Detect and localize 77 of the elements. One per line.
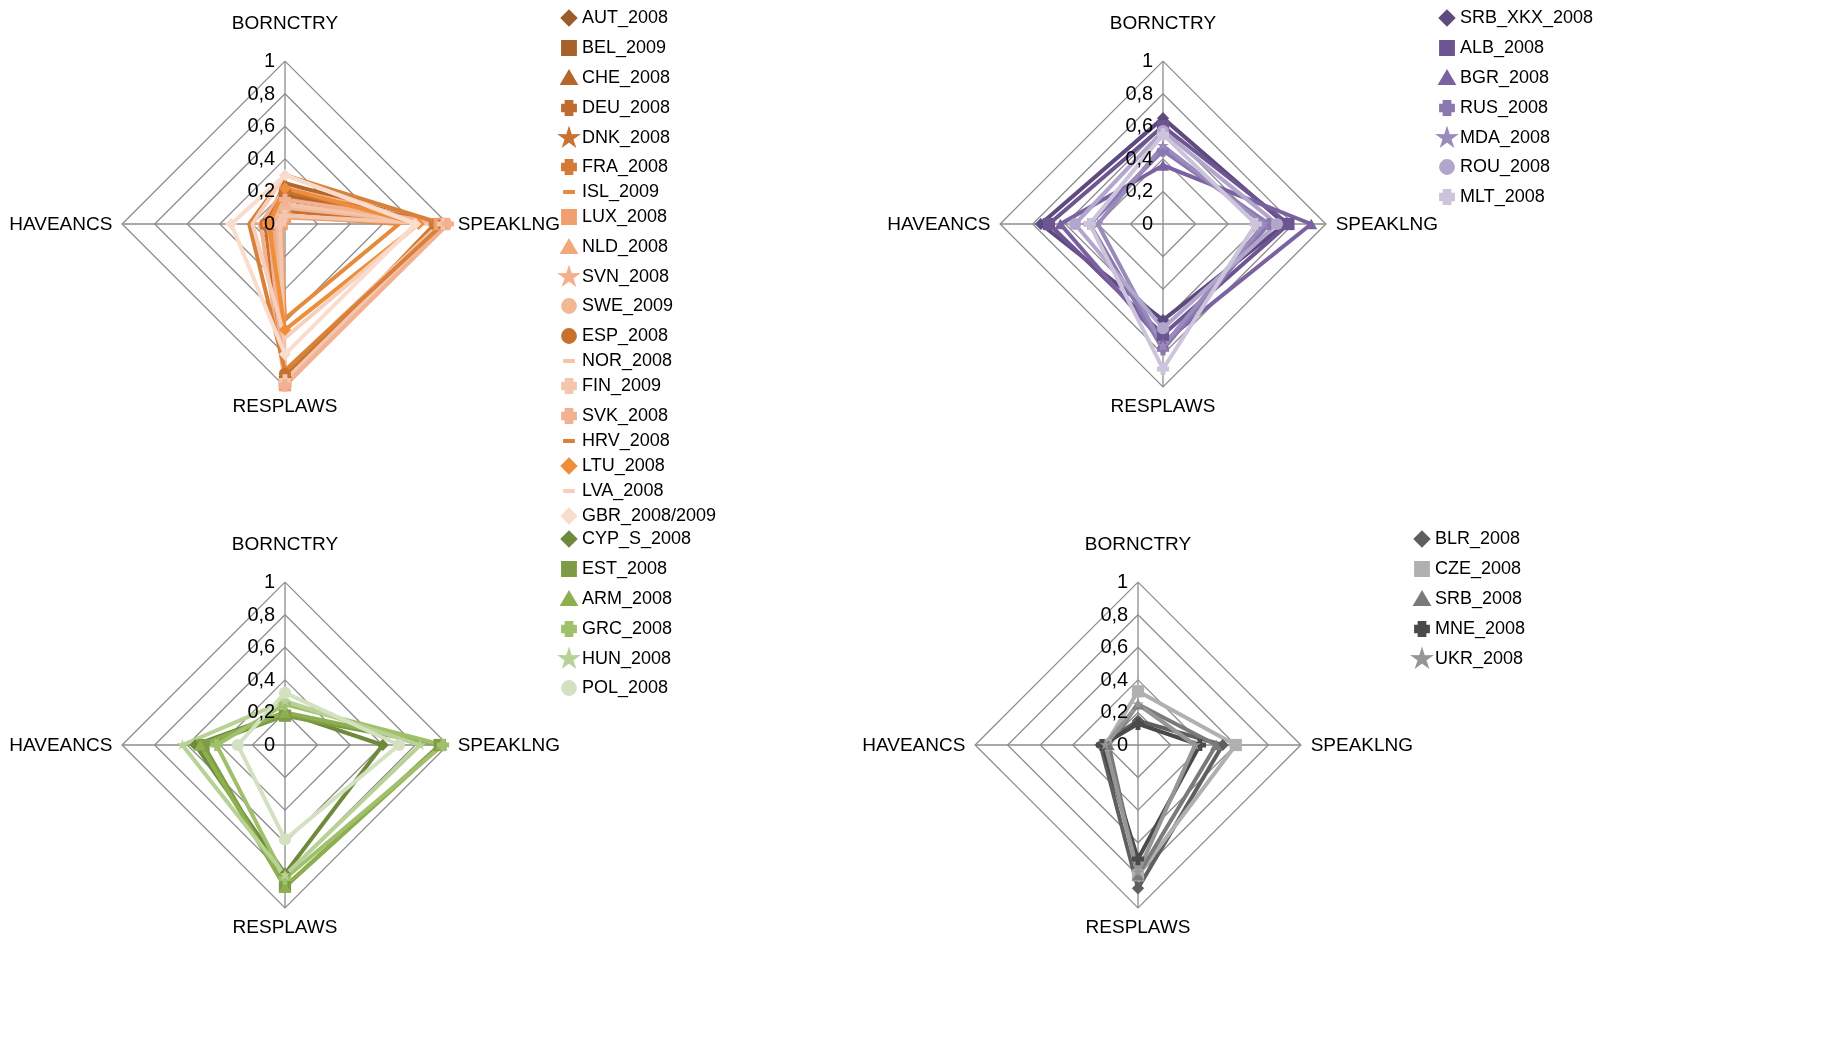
y-tick-label: 1 [264, 49, 276, 72]
legend-label: BLR_2008 [1435, 528, 1521, 549]
legend-label: CHE_2008 [582, 67, 671, 88]
y-tick-label: 0 [264, 733, 276, 755]
legend-label: ISL_2009 [582, 181, 660, 202]
legend-label: CYP_S_2008 [582, 528, 692, 549]
legend-label: RUS_2008 [1460, 97, 1549, 118]
legend-label: LUX_2008 [582, 206, 668, 227]
legend-label: NOR_2008 [582, 350, 673, 371]
y-tick-label: 0,6 [1125, 114, 1154, 137]
spoke-label: BORNCTRY [1084, 533, 1192, 555]
legend-label: MLT_2008 [1460, 186, 1545, 207]
legend-label: DNK_2008 [582, 127, 671, 148]
legend-label: BGR_2008 [1460, 67, 1550, 88]
spoke-label: RESPLAWS [232, 394, 338, 416]
spoke-label: BORNCTRY [231, 533, 339, 555]
legend-label: MDA_2008 [1460, 127, 1551, 148]
legend-label: LTU_2008 [582, 455, 665, 476]
legend-label: ESP_2008 [582, 325, 669, 346]
legend-label: ARM_2008 [582, 588, 673, 609]
y-tick-label: 0,6 [1100, 635, 1129, 658]
y-tick-label: 0,8 [247, 81, 276, 104]
legend-label: FIN_2009 [582, 375, 662, 396]
legend-label: AUT_2008 [582, 7, 669, 28]
legend-label: SWE_2009 [582, 295, 674, 316]
legend-label: HRV_2008 [582, 430, 670, 451]
legend-label: FRA_2008 [582, 156, 669, 177]
y-tick-label: 1 [1117, 570, 1129, 593]
spoke-label: HAVEANCS [862, 734, 966, 755]
legend-label: NLD_2008 [582, 236, 669, 257]
spoke-label: SPEAKLNG [1310, 734, 1414, 755]
y-tick-label: 0 [264, 212, 276, 234]
spoke-label: RESPLAWS [1085, 915, 1191, 937]
legend-label: ALB_2008 [1460, 37, 1545, 58]
legend-label: LVA_2008 [582, 480, 664, 501]
legend-label: EST_2008 [582, 558, 668, 579]
y-tick-label: 0,8 [1125, 81, 1154, 104]
y-tick-label: 0 [1142, 212, 1154, 234]
y-tick-label: 0,4 [1100, 667, 1129, 690]
y-tick-label: 0,4 [1125, 146, 1154, 169]
y-tick-label: 1 [264, 570, 276, 593]
legend-label: SRB_XKX_2008 [1460, 7, 1594, 28]
spoke-label: HAVEANCS [887, 213, 991, 234]
spoke-label: BORNCTRY [1109, 12, 1217, 34]
y-tick-label: 0 [1117, 733, 1129, 755]
legend-label: SVN_2008 [582, 266, 670, 287]
spoke-label: RESPLAWS [1110, 394, 1216, 416]
y-tick-label: 0,2 [247, 179, 276, 202]
y-tick-label: 0,4 [247, 667, 276, 690]
legend-label: GBR_2008/2009 [582, 505, 717, 526]
legend-label: CZE_2008 [1435, 558, 1522, 579]
spoke-label: SPEAKLNG [1335, 213, 1439, 234]
y-tick-label: 0,2 [1100, 700, 1129, 723]
spoke-label: BORNCTRY [231, 12, 339, 34]
y-tick-label: 1 [1142, 49, 1154, 72]
legend-label: GRC_2008 [582, 618, 673, 639]
legend-label: BEL_2009 [582, 37, 667, 58]
legend-label: SRB_2008 [1435, 588, 1523, 609]
spoke-label: SPEAKLNG [457, 213, 561, 234]
y-tick-label: 0,2 [247, 700, 276, 723]
legend-label: DEU_2008 [582, 97, 671, 118]
spoke-label: RESPLAWS [232, 915, 338, 937]
legend-label: MNE_2008 [1435, 618, 1526, 639]
y-tick-label: 0,4 [247, 146, 276, 169]
y-tick-label: 0,8 [1100, 602, 1129, 625]
legend-label: POL_2008 [582, 677, 669, 698]
y-tick-label: 0,2 [1125, 179, 1154, 202]
legend-label: SVK_2008 [582, 405, 669, 426]
y-tick-label: 0,6 [247, 635, 276, 658]
spoke-label: SPEAKLNG [457, 734, 561, 755]
legend-label: HUN_2008 [582, 648, 672, 669]
legend-label: UKR_2008 [1435, 648, 1524, 669]
spoke-label: HAVEANCS [9, 734, 113, 755]
spoke-label: HAVEANCS [9, 213, 113, 234]
legend-label: ROU_2008 [1460, 156, 1551, 177]
y-tick-label: 0,6 [247, 114, 276, 137]
y-tick-label: 0,8 [247, 602, 276, 625]
